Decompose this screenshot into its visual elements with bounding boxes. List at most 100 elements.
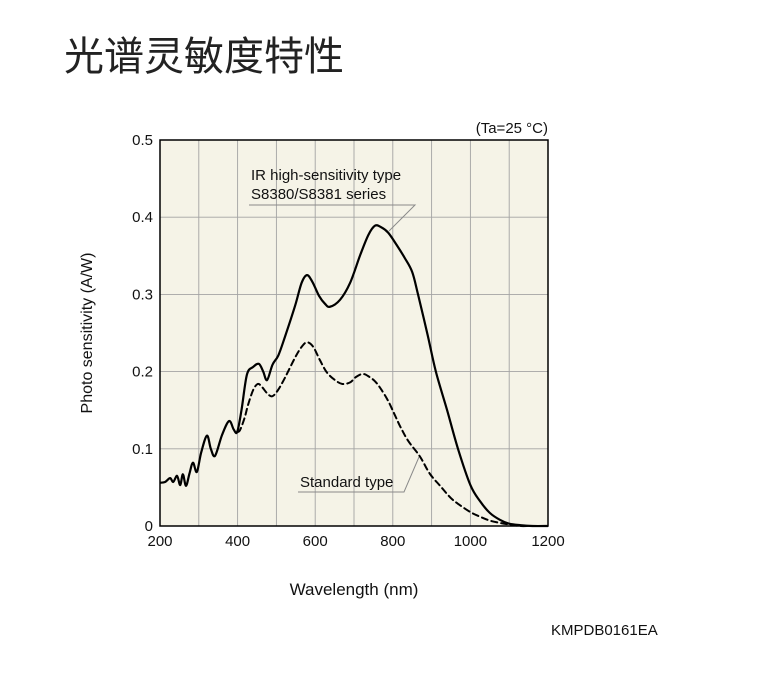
data-point-ir-high-sensitivity <box>185 485 187 487</box>
data-point-standard-type <box>306 341 308 343</box>
data-point-ir-high-sensitivity <box>266 379 268 381</box>
data-point-standard-type <box>247 404 249 406</box>
annotation-ir-line-2: S8380/S8381 series <box>251 186 386 203</box>
data-point-standard-type <box>334 379 336 381</box>
data-point-ir-high-sensitivity <box>380 226 382 228</box>
data-point-ir-high-sensitivity <box>176 475 178 477</box>
data-point-ir-high-sensitivity <box>367 234 369 236</box>
data-point-standard-type <box>362 373 364 375</box>
data-point-ir-high-sensitivity <box>210 448 212 450</box>
data-point-ir-high-sensitivity <box>324 302 326 304</box>
condition-label: (Ta=25 °C) <box>476 120 548 137</box>
data-point-standard-type <box>394 414 396 416</box>
y-axis-label: Photo sensitivity (A/W) <box>79 253 96 414</box>
data-point-ir-high-sensitivity <box>172 481 174 483</box>
data-point-ir-high-sensitivity <box>277 354 279 356</box>
data-point-ir-high-sensitivity <box>374 224 376 226</box>
data-point-standard-type <box>374 380 376 382</box>
data-point-ir-high-sensitivity <box>200 451 202 453</box>
data-point-ir-high-sensitivity <box>427 334 429 336</box>
data-point-ir-high-sensitivity <box>446 409 448 411</box>
data-point-standard-type <box>469 511 471 513</box>
data-point-ir-high-sensitivity <box>284 336 286 338</box>
data-point-ir-high-sensitivity <box>240 409 242 411</box>
data-point-ir-high-sensitivity <box>188 472 190 474</box>
annotation-standard-label: Standard type <box>300 474 393 491</box>
y-tick-label: 0.2 <box>132 364 153 381</box>
data-point-standard-type <box>399 426 401 428</box>
data-point-ir-high-sensitivity <box>469 484 471 486</box>
data-point-ir-high-sensitivity <box>294 305 296 307</box>
data-point-standard-type <box>243 417 245 419</box>
data-point-standard-type <box>300 346 302 348</box>
data-point-ir-high-sensitivity <box>236 431 238 433</box>
data-point-standard-type <box>380 388 382 390</box>
data-point-ir-high-sensitivity <box>457 448 459 450</box>
data-point-ir-high-sensitivity <box>214 455 216 457</box>
data-point-ir-high-sensitivity <box>395 244 397 246</box>
data-point-standard-type <box>284 377 286 379</box>
data-point-standard-type <box>261 386 263 388</box>
data-point-standard-type <box>349 381 351 383</box>
y-tick-label: 0.4 <box>132 209 153 226</box>
data-point-ir-high-sensitivity <box>228 420 230 422</box>
x-tick-label: 800 <box>380 533 405 550</box>
data-point-ir-high-sensitivity <box>499 519 501 521</box>
data-point-ir-high-sensitivity <box>435 370 437 372</box>
grid <box>160 140 548 526</box>
data-point-ir-high-sensitivity <box>329 306 331 308</box>
data-point-ir-high-sensitivity <box>196 471 198 473</box>
data-point-standard-type <box>252 389 254 391</box>
data-point-ir-high-sensitivity <box>479 500 481 502</box>
data-point-standard-type <box>407 440 409 442</box>
data-point-ir-high-sensitivity <box>262 370 264 372</box>
data-point-ir-high-sensitivity <box>349 282 351 284</box>
data-point-ir-high-sensitivity <box>359 254 361 256</box>
y-tick-label: 0.1 <box>132 441 153 458</box>
data-point-ir-high-sensitivity <box>182 473 184 475</box>
series-line-ir-high-sensitivity <box>160 224 548 528</box>
x-tick-label: 1000 <box>454 533 487 550</box>
y-tick-label: 0.3 <box>132 286 153 303</box>
data-point-standard-type <box>459 504 461 506</box>
x-tick-label: 600 <box>303 533 328 550</box>
data-point-ir-high-sensitivity <box>192 461 194 463</box>
data-point-ir-high-sensitivity <box>306 274 308 276</box>
x-axis-label: Wavelength (nm) <box>290 580 419 599</box>
y-tick-labels: 0 0.1 0.2 0.3 0.4 0.5 <box>132 132 153 535</box>
annotation-standard-leader <box>298 456 420 493</box>
data-point-ir-high-sensitivity <box>311 281 313 283</box>
data-point-ir-high-sensitivity <box>404 257 406 259</box>
data-point-ir-high-sensitivity <box>164 481 166 483</box>
x-tick-label: 400 <box>225 533 250 550</box>
data-point-standard-type <box>266 392 268 394</box>
data-point-standard-type <box>355 376 357 378</box>
data-point-ir-high-sensitivity <box>318 295 320 297</box>
y-tick-label: 0 <box>145 518 153 535</box>
data-point-standard-type <box>428 472 430 474</box>
data-point-ir-high-sensitivity <box>233 428 235 430</box>
data-point-ir-high-sensitivity <box>417 293 419 295</box>
series-standard-type <box>236 341 530 528</box>
data-point-ir-high-sensitivity <box>508 522 510 524</box>
data-point-ir-high-sensitivity <box>179 484 181 486</box>
data-point-standard-type <box>368 376 370 378</box>
x-tick-label: 200 <box>147 533 172 550</box>
data-point-ir-high-sensitivity <box>252 366 254 368</box>
annotation-ir-line-1: IR high-sensitivity type <box>251 167 401 184</box>
data-point-standard-type <box>294 357 296 359</box>
data-point-standard-type <box>489 519 491 521</box>
x-tick-labels: 200 400 600 800 1000 1200 <box>147 533 564 550</box>
data-point-standard-type <box>479 516 481 518</box>
data-point-ir-high-sensitivity <box>300 282 302 284</box>
data-point-ir-high-sensitivity <box>169 477 171 479</box>
series-layer <box>160 224 548 528</box>
data-point-ir-high-sensitivity <box>411 271 413 273</box>
series-line-standard-type <box>236 341 530 528</box>
data-point-ir-high-sensitivity <box>258 363 260 365</box>
y-tick-label: 0.5 <box>132 132 153 149</box>
data-point-ir-high-sensitivity <box>221 434 223 436</box>
data-point-ir-high-sensitivity <box>271 363 273 365</box>
data-point-ir-high-sensitivity <box>339 299 341 301</box>
